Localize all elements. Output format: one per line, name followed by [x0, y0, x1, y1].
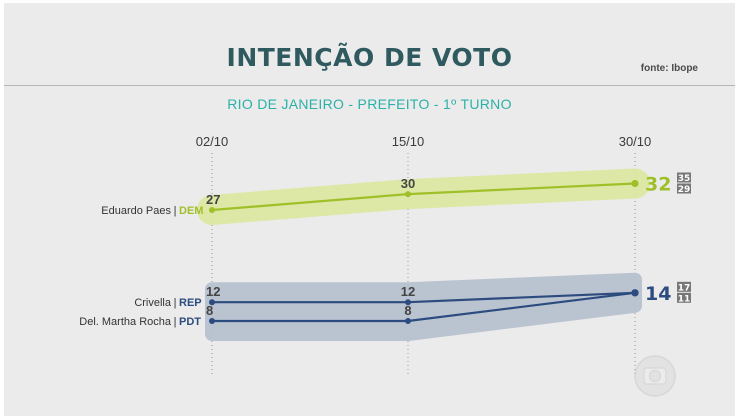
broadcaster-logo — [634, 355, 676, 397]
data-label-del-martha-rocha: 8 — [404, 303, 411, 318]
range-high-value: 17 — [678, 283, 691, 293]
data-point-eduardo-paes — [405, 191, 411, 198]
final-value-crivella: 14 — [645, 283, 671, 305]
chart-card: INTENÇÃO DE VOTO fonte: Ibope RIO DE JAN… — [4, 3, 735, 416]
data-label-crivella: 12 — [401, 284, 415, 299]
x-tick-label: 02/10 — [196, 134, 229, 149]
range-low-box — [677, 183, 691, 194]
data-label-del-martha-rocha: 8 — [206, 303, 213, 318]
name-separator: | — [174, 205, 177, 217]
name-separator: | — [174, 316, 177, 328]
data-label-crivella: 12 — [206, 284, 220, 299]
series-name-eduardo-paes: Eduardo Paes — [101, 205, 171, 217]
final-value-eduardo-paes: 32 — [645, 174, 671, 196]
party-eduardo-paes: DEM — [179, 205, 203, 217]
chart-title: INTENÇÃO DE VOTO — [226, 43, 513, 72]
data-point-del-martha-rocha — [405, 318, 411, 324]
range-low-box — [677, 292, 691, 303]
data-point-del-martha-rocha — [209, 318, 215, 324]
chart-subtitle: RIO DE JANEIRO - PREFEITO - 1º TURNO — [227, 96, 512, 112]
data-point-eduardo-paes — [209, 207, 215, 213]
party-del-martha-rocha: PDT — [179, 316, 201, 328]
party-crivella: REP — [179, 297, 202, 309]
range-high-box — [677, 281, 691, 292]
data-point-crivella — [405, 299, 411, 306]
data-label-eduardo-paes: 30 — [401, 176, 415, 191]
data-point-del-martha-rocha — [631, 289, 639, 297]
data-point-crivella — [209, 299, 215, 306]
data-label-eduardo-paes: 27 — [206, 192, 220, 207]
series-name-crivella: Crivella — [134, 297, 172, 309]
source-note: fonte: Ibope — [640, 63, 698, 74]
series-name-del-martha-rocha: Del. Martha Rocha — [79, 316, 172, 328]
x-tick-label: 15/10 — [392, 134, 425, 149]
range-high-box — [677, 172, 691, 183]
band-crivella-martha-rocha — [205, 272, 642, 341]
range-low-value: 29 — [678, 185, 691, 195]
range-low-value: 11 — [678, 294, 691, 304]
x-tick-label: 30/10 — [619, 134, 652, 149]
range-high-value: 35 — [678, 174, 691, 184]
title-divider — [4, 85, 735, 86]
name-separator: | — [174, 297, 177, 309]
data-point-eduardo-paes — [631, 179, 639, 188]
